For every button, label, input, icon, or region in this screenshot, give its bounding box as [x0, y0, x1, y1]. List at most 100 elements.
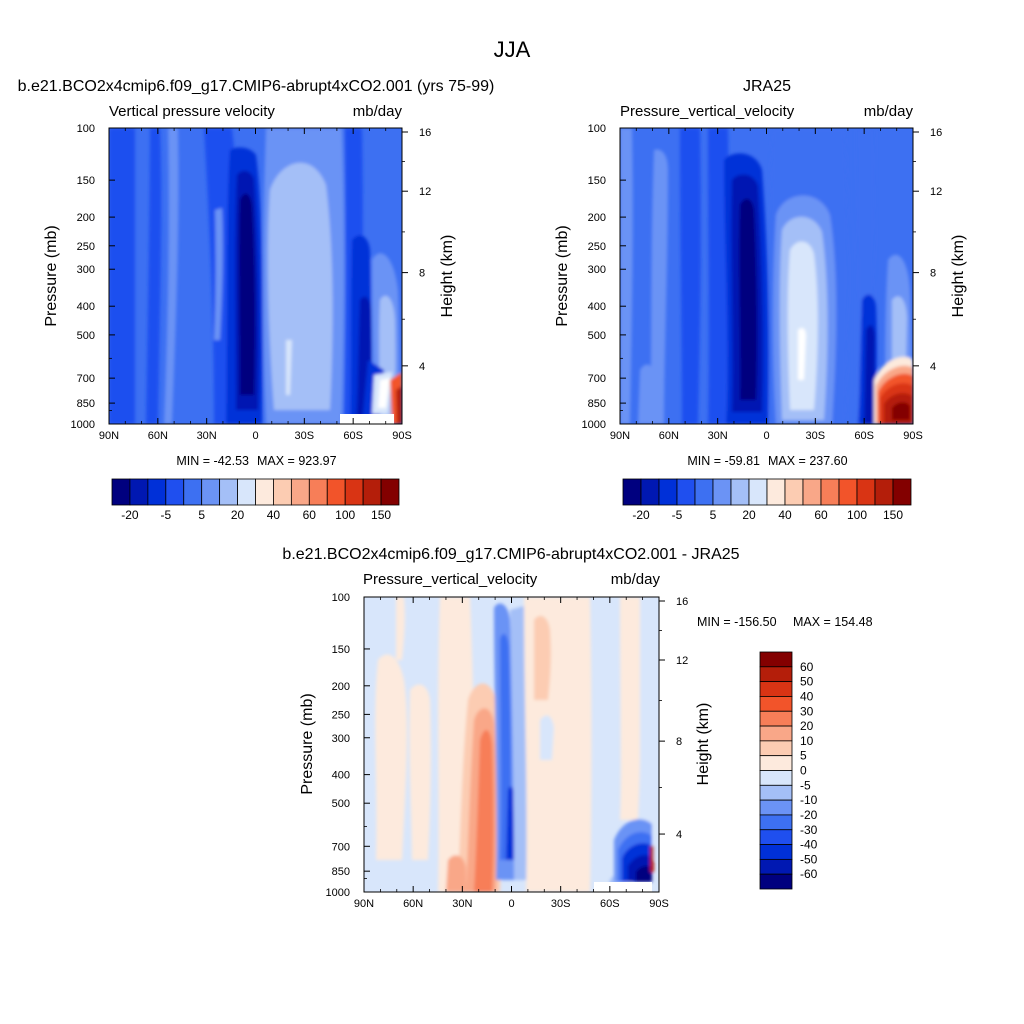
diff-y-tick-label: 850	[332, 866, 350, 878]
model-max-label: MAX = 923.97	[257, 454, 337, 468]
model-variable-label: Vertical pressure velocity	[109, 103, 275, 120]
colorbar-label: -20	[121, 508, 139, 522]
figure-title: JJA	[494, 37, 531, 62]
colorbar-swatch	[874, 478, 894, 506]
diff-y-tick-label: 500	[332, 798, 350, 810]
diff-x-tick-label: 90N	[354, 898, 374, 910]
obs-y-right-tick-label: 8	[930, 268, 936, 280]
diff-y-tick-label: 200	[332, 681, 350, 693]
panel-model: b.e21.BCO2x4cmip6.f09_g17.CMIP6-abrupt4x…	[18, 78, 495, 522]
colorbar-label: -5	[160, 508, 171, 522]
colorbar-swatch	[759, 814, 793, 831]
colorbar-swatch	[344, 478, 364, 506]
colorbar-swatch	[759, 755, 793, 771]
diff-x-tick-label: 60S	[600, 898, 620, 910]
model-x-tick-label: 0	[252, 430, 258, 442]
obs-panel-title: JRA25	[743, 78, 791, 95]
colorbar-swatch	[766, 478, 786, 506]
colorbar-swatch	[165, 478, 185, 506]
obs-y-right-tick-label: 4	[930, 361, 936, 373]
model-y-right-tick-label: 16	[419, 127, 431, 139]
colorbar-label: -5	[800, 778, 811, 792]
obs-axes: 90N 60N 30N 0 30S 60S 90S 100 150 200 250 300 400 500…	[582, 123, 943, 442]
colorbar-label: 150	[371, 508, 391, 522]
panel-obs: JRA25 Pressure_vertical_velocity mb/day	[554, 78, 967, 522]
model-x-tick-label: 90N	[99, 430, 119, 442]
model-y-tick-label: 200	[77, 212, 95, 224]
colorbar-swatch	[201, 478, 221, 506]
obs-x-tick-label: 30S	[806, 430, 826, 442]
model-axes: 90N 60N 30N 0 30S 60S 90S 100 150 200 250 300 400 500…	[71, 123, 432, 442]
model-contour-field	[109, 128, 402, 424]
colorbar-label: 5	[710, 508, 717, 522]
obs-y-tick-label: 300	[588, 264, 606, 276]
colorbar-label: 100	[335, 508, 355, 522]
colorbar-label: -5	[672, 508, 683, 522]
obs-contour-field	[620, 128, 913, 424]
model-x-tick-label: 60N	[148, 430, 168, 442]
obs-y-axis-label: Pressure (mb)	[554, 225, 571, 326]
diff-variable-label: Pressure_vertical_velocity	[363, 571, 538, 588]
colorbar-label: -30	[800, 823, 818, 837]
model-y-right-tick-label: 8	[419, 268, 425, 280]
model-y-tick-label: 100	[77, 123, 95, 135]
obs-x-tick-label: 90N	[610, 430, 630, 442]
obs-y-right-tick-label: 16	[930, 127, 942, 139]
diff-x-tick-label: 30S	[551, 898, 571, 910]
diff-min-label: MIN = -156.50	[697, 615, 777, 629]
obs-variable-label: Pressure_vertical_velocity	[620, 103, 795, 120]
obs-x-tick-label: 30N	[708, 430, 728, 442]
obs-y-tick-label: 100	[588, 123, 606, 135]
colorbar-swatch	[759, 666, 793, 683]
diff-y-right-tick-label: 8	[676, 736, 682, 748]
colorbar-swatch	[820, 478, 840, 506]
model-x-tick-label: 30N	[197, 430, 217, 442]
obs-y-right-tick-label: 12	[930, 186, 942, 198]
diff-x-tick-label: 60N	[403, 898, 423, 910]
colorbar-swatch	[838, 478, 858, 506]
model-x-tick-label: 60S	[343, 430, 363, 442]
colorbar-swatch	[784, 478, 804, 506]
colorbar-swatch	[759, 725, 793, 742]
colorbar-label: -60	[800, 867, 818, 881]
model-y-right-tick-label: 4	[419, 361, 425, 373]
colorbar-label: 60	[814, 508, 828, 522]
obs-y-right-axis-label: Height (km)	[950, 235, 967, 318]
colorbar-swatch	[759, 799, 793, 816]
obs-y-tick-label: 1000	[582, 419, 606, 431]
model-y-tick-label: 150	[77, 175, 95, 187]
colorbar-swatch	[892, 478, 912, 506]
model-y-axis-label: Pressure (mb)	[43, 225, 60, 326]
obs-units-label: mb/day	[864, 103, 914, 120]
diff-y-tick-label: 700	[332, 841, 350, 853]
colorbar-swatch	[759, 770, 793, 786]
colorbar-label: -50	[800, 852, 818, 866]
colorbar-swatch	[712, 478, 732, 506]
colorbar-swatch	[380, 478, 400, 506]
model-min-label: MIN = -42.53	[176, 454, 249, 468]
colorbar-label: 30	[800, 704, 814, 718]
model-y-tick-label: 850	[77, 398, 95, 410]
colorbar-label: 50	[800, 675, 814, 689]
colorbar-label: 40	[778, 508, 792, 522]
model-y-right-axis-label: Height (km)	[439, 235, 456, 318]
colorbar-swatch	[111, 478, 131, 506]
model-panel-title: b.e21.BCO2x4cmip6.f09_g17.CMIP6-abrupt4x…	[18, 78, 495, 95]
diff-y-tick-label: 300	[332, 733, 350, 745]
diff-y-tick-label: 1000	[326, 887, 350, 899]
colorbar-label: 20	[742, 508, 756, 522]
obs-x-tick-label: 0	[763, 430, 769, 442]
diff-units-label: mb/day	[611, 571, 661, 588]
colorbar-swatch	[129, 478, 149, 506]
diff-y-tick-label: 400	[332, 770, 350, 782]
colorbar-swatch	[658, 478, 678, 506]
colorbar-label: 40	[267, 508, 281, 522]
obs-y-tick-label: 400	[588, 301, 606, 313]
obs-y-tick-label: 500	[588, 330, 606, 342]
colorbar-swatch	[856, 478, 876, 506]
colorbar-swatch	[640, 478, 660, 506]
model-y-tick-label: 250	[77, 241, 95, 253]
colorbar-swatch	[290, 478, 310, 506]
obs-x-tick-label: 60S	[854, 430, 874, 442]
